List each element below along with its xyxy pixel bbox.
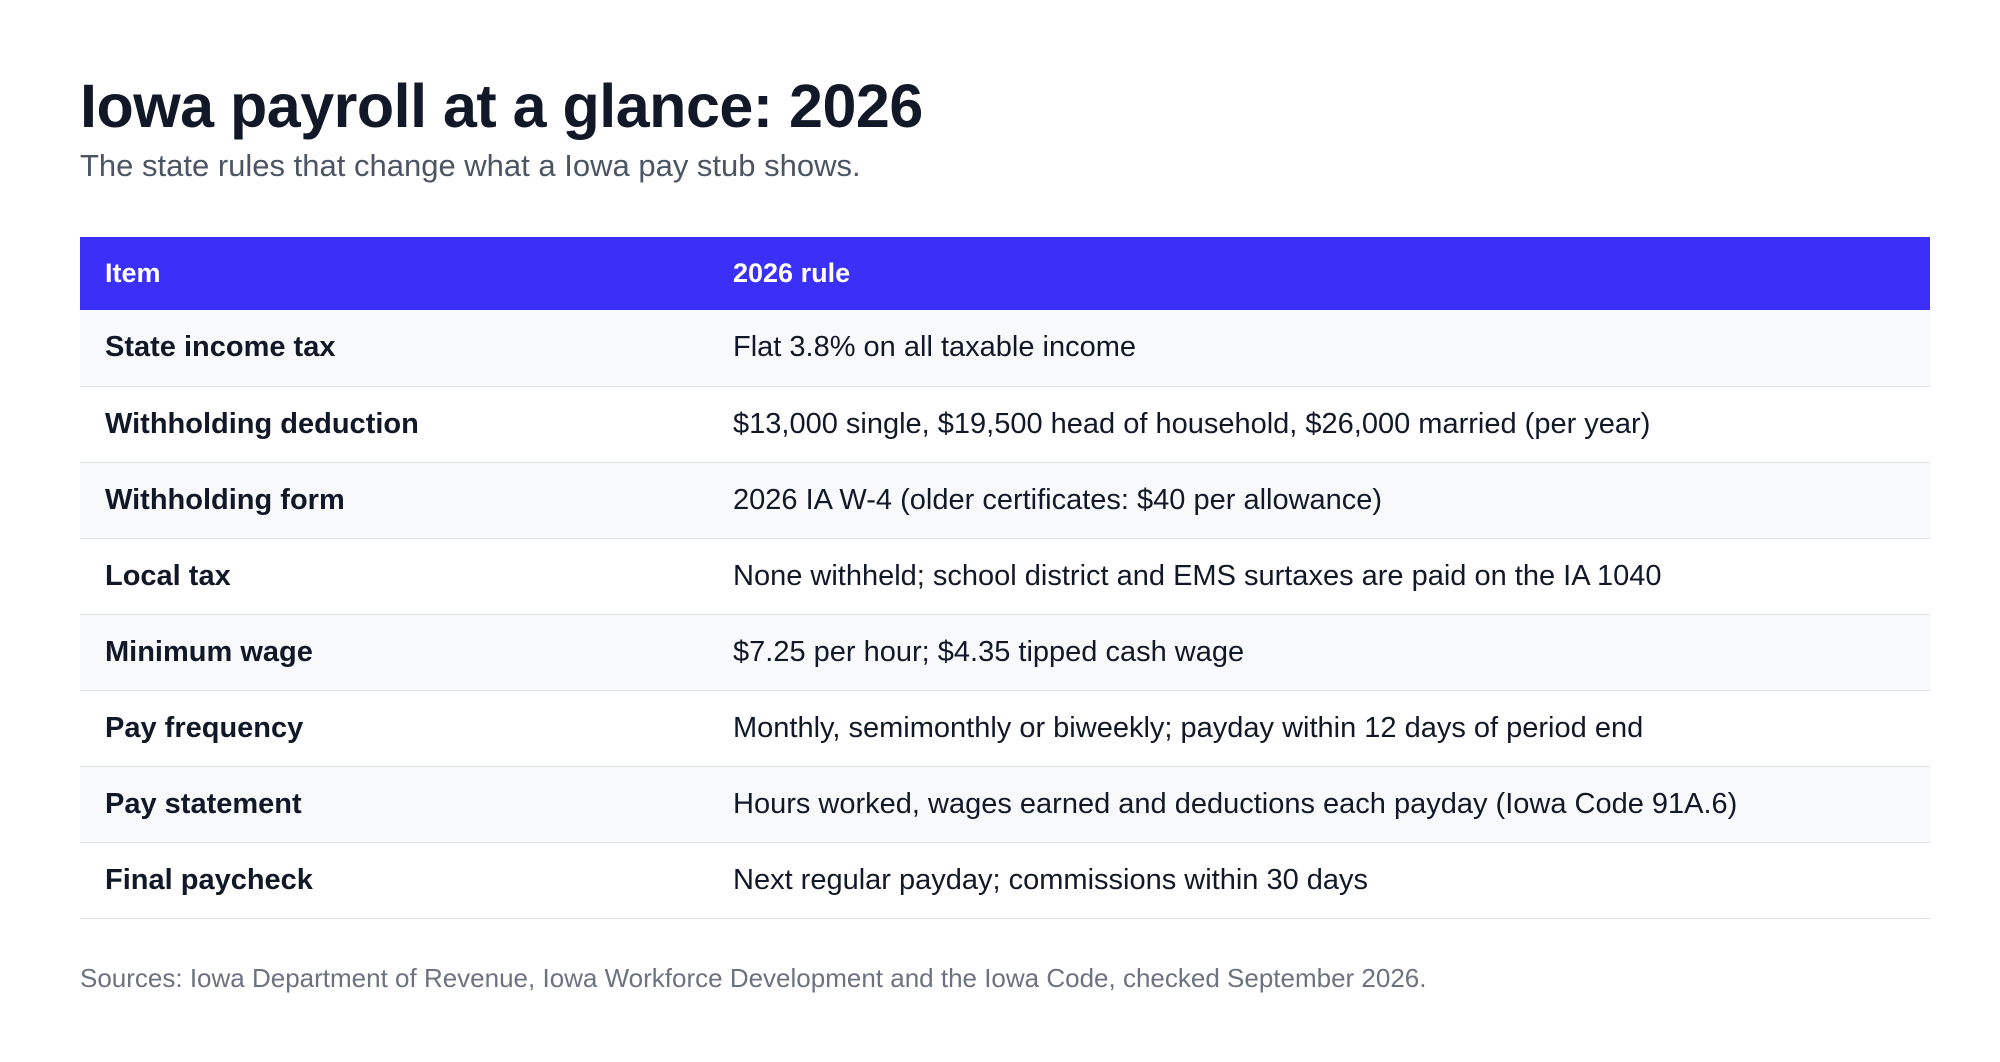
table-body: State income tax Flat 3.8% on all taxabl… bbox=[80, 310, 1930, 918]
row-item-label: Withholding form bbox=[105, 483, 345, 516]
column-header-rule: 2026 rule bbox=[733, 258, 851, 288]
table-row: State income tax Flat 3.8% on all taxabl… bbox=[80, 310, 1930, 386]
row-item-label: Pay statement bbox=[105, 787, 302, 820]
row-item-label: Withholding deduction bbox=[105, 407, 419, 440]
row-rule-text: Flat 3.8% on all taxable income bbox=[733, 331, 1136, 364]
row-item-label: State income tax bbox=[105, 331, 336, 364]
row-rule-text: None withheld; school district and EMS s… bbox=[733, 559, 1662, 592]
table-header-row: Item 2026 rule bbox=[80, 237, 1930, 310]
table-row: Local tax None withheld; school district… bbox=[80, 538, 1930, 614]
row-rule-text: Next regular payday; commissions within … bbox=[733, 863, 1369, 896]
table-row: Withholding deduction $13,000 single, $1… bbox=[80, 386, 1930, 462]
column-header-item: Item bbox=[105, 258, 161, 288]
sources-note: Sources: Iowa Department of Revenue, Iow… bbox=[80, 963, 1427, 993]
page-title: Iowa payroll at a glance: 2026 bbox=[80, 72, 923, 140]
row-item-label: Final paycheck bbox=[105, 863, 313, 896]
row-rule-text: 2026 IA W-4 (older certificates: $40 per… bbox=[733, 483, 1383, 516]
table-row: Pay frequency Monthly, semimonthly or bi… bbox=[80, 690, 1930, 766]
table-row: Minimum wage $7.25 per hour; $4.35 tippe… bbox=[80, 614, 1930, 690]
rules-table: Item 2026 rule State income tax Flat 3.8… bbox=[80, 237, 1930, 919]
table-header: Item 2026 rule bbox=[80, 237, 1930, 310]
row-rule-text: Monthly, semimonthly or biweekly; payday… bbox=[733, 711, 1644, 744]
table-row: Final paycheck Next regular payday; comm… bbox=[80, 842, 1930, 918]
table-row: Pay statement Hours worked, wages earned… bbox=[80, 766, 1930, 842]
row-rule-text: $7.25 per hour; $4.35 tipped cash wage bbox=[733, 635, 1245, 668]
row-item-label: Local tax bbox=[105, 559, 231, 592]
table-row: Withholding form 2026 IA W-4 (older cert… bbox=[80, 462, 1930, 538]
row-item-label: Pay frequency bbox=[105, 711, 304, 744]
row-item-label: Minimum wage bbox=[105, 635, 313, 668]
row-rule-text: Hours worked, wages earned and deduction… bbox=[733, 787, 1738, 820]
page-subtitle: The state rules that change what a Iowa … bbox=[80, 148, 861, 183]
row-rule-text: $13,000 single, $19,500 head of househol… bbox=[733, 407, 1651, 440]
